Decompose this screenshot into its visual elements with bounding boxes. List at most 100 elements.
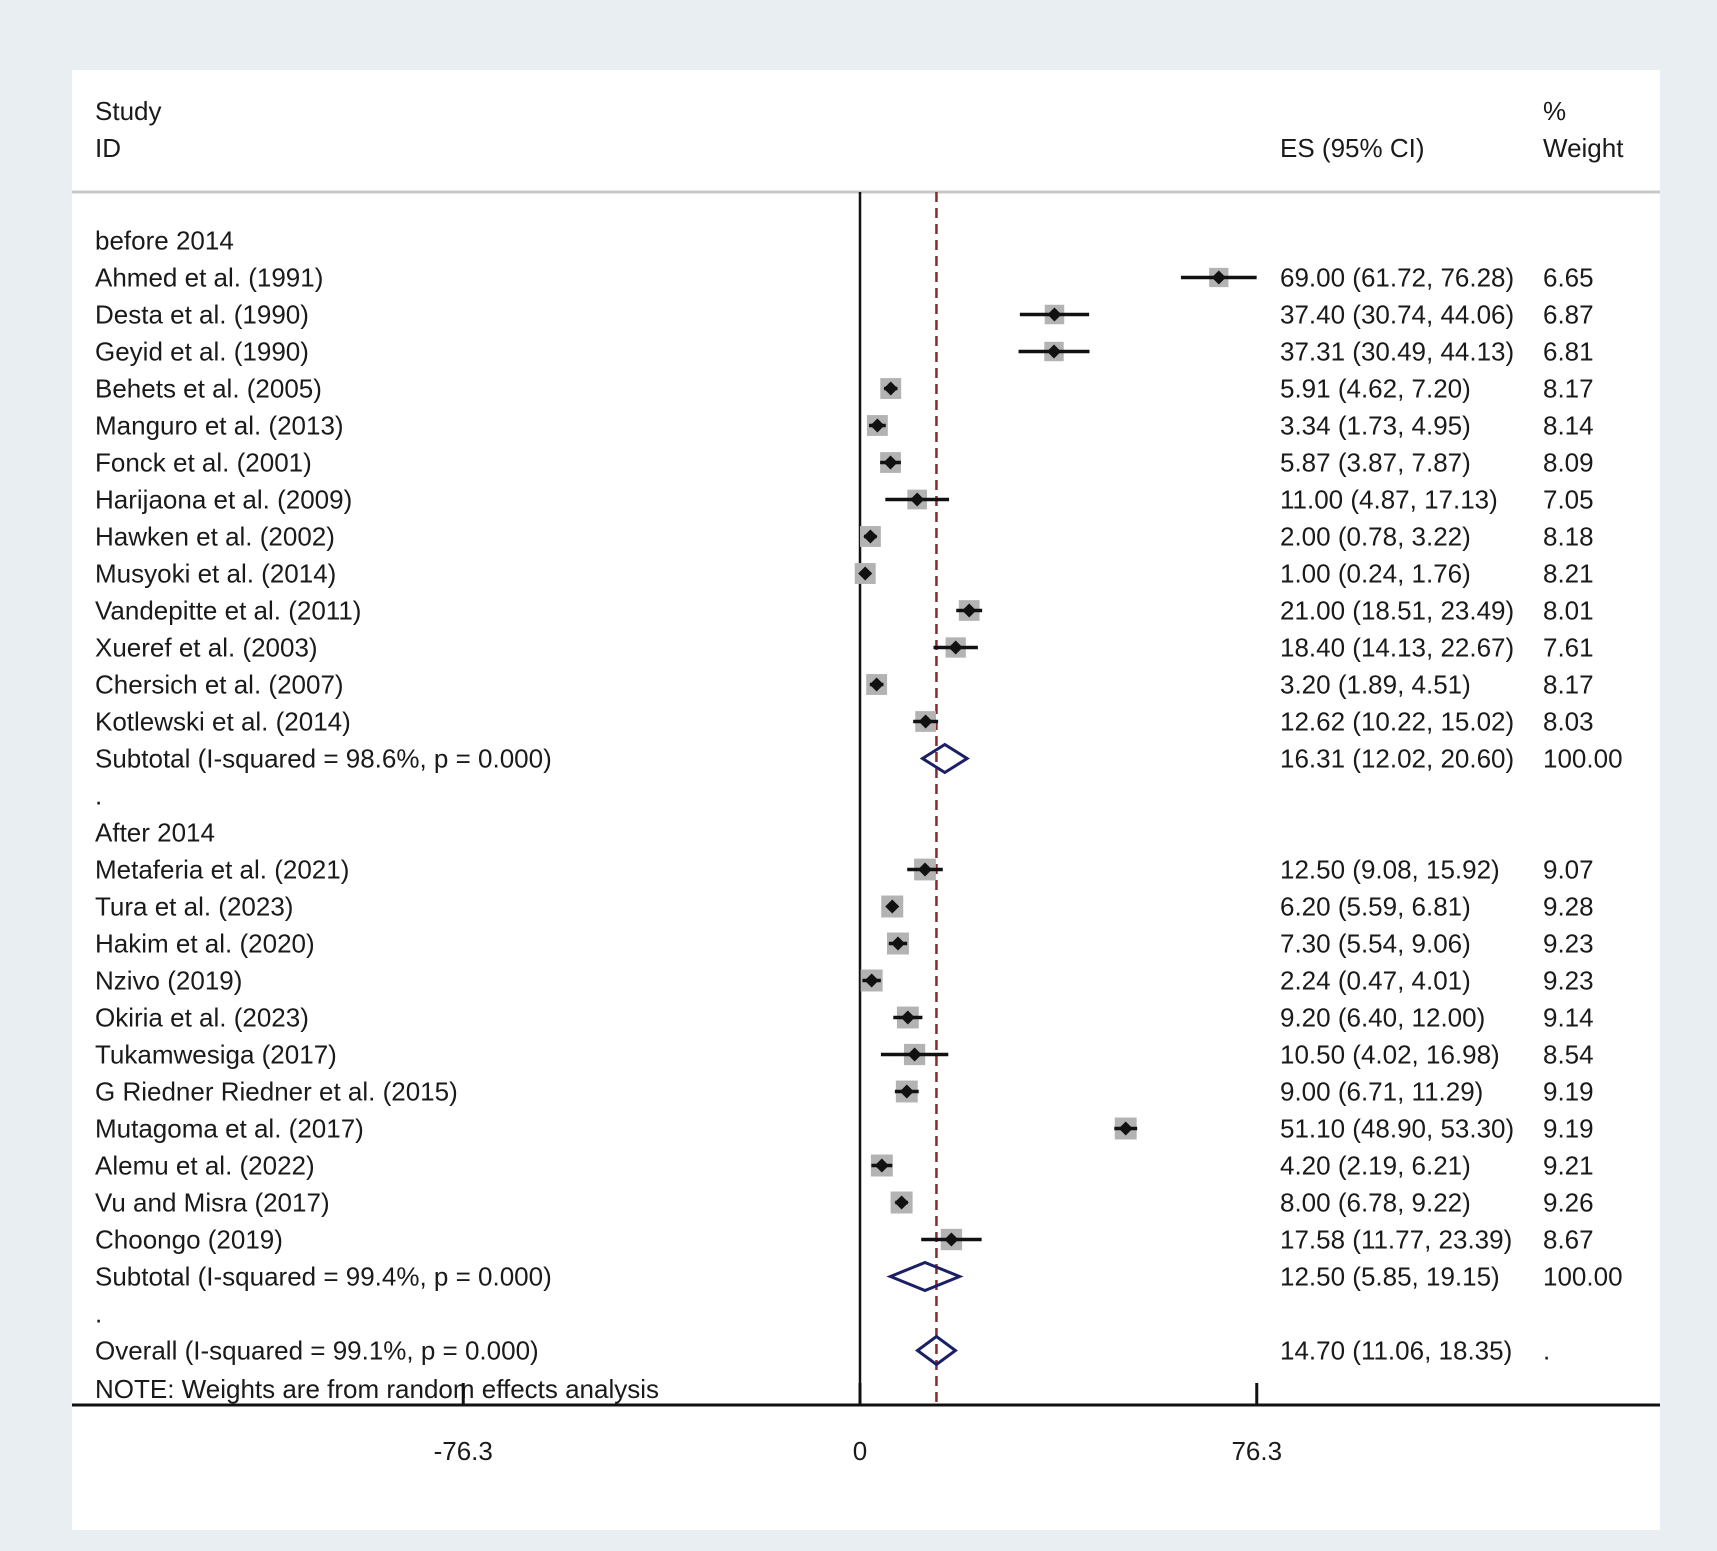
study-tukamwesiga-2017-label: Tukamwesiga (2017) [95, 1040, 337, 1070]
subtotal-28-weight-text: 100.00 [1543, 1262, 1623, 1292]
study-manguro-et-al-2013-point [870, 418, 885, 433]
study-xueref-et-al-2003-label: Xueref et al. (2003) [95, 633, 318, 663]
study-tura-et-al-2023-es-text: 6.20 (5.59, 6.81) [1280, 892, 1471, 922]
study-nzivo-2019-point [864, 973, 879, 988]
study-ahmed-et-al-1991-point [1211, 270, 1226, 285]
header-study-label: Study [95, 96, 162, 126]
study-alemu-et-al-2022-point [874, 1158, 889, 1173]
subtotal-28-label: Subtotal (I-squared = 99.4%, p = 0.000) [95, 1262, 552, 1292]
header-percent-label: % [1543, 96, 1566, 126]
study-alemu-et-al-2022-es-text: 4.20 (2.19, 6.21) [1280, 1151, 1471, 1181]
overall-30-weight-text: . [1543, 1336, 1550, 1366]
study-kotlewski-et-al-2014-label: Kotlewski et al. (2014) [95, 707, 351, 737]
study-xueref-et-al-2003-es-text: 18.40 (14.13, 22.67) [1280, 633, 1514, 663]
study-alemu-et-al-2022-label: Alemu et al. (2022) [95, 1151, 315, 1181]
study-hawken-et-al-2002-label: Hawken et al. (2002) [95, 522, 335, 552]
x-tick-label-1: 0 [853, 1436, 867, 1466]
study-behets-et-al-2005-weight-text: 8.17 [1543, 374, 1594, 404]
study-nzivo-2019-weight-text: 9.23 [1543, 966, 1594, 996]
study-mutagoma-et-al-2017-label: Mutagoma et al. (2017) [95, 1114, 364, 1144]
study-hakim-et-al-2020-label: Hakim et al. (2020) [95, 929, 315, 959]
study-fonck-et-al-2001-weight-text: 8.09 [1543, 448, 1594, 478]
subtotal-14-diamond [919, 742, 970, 775]
study-g-riedner-riedner-et-al-2015-weight-text: 9.19 [1543, 1077, 1594, 1107]
study-fonck-et-al-2001-point [883, 455, 898, 470]
study-tukamwesiga-2017-point [907, 1047, 922, 1062]
group-0-label: before 2014 [95, 226, 234, 256]
study-fonck-et-al-2001-es-text: 5.87 (3.87, 7.87) [1280, 448, 1471, 478]
study-okiria-et-al-2023-es-text: 9.20 (6.40, 12.00) [1280, 1003, 1485, 1033]
study-hawken-et-al-2002-weight-text: 8.18 [1543, 522, 1594, 552]
study-kotlewski-et-al-2014-es-text: 12.62 (10.22, 15.02) [1280, 707, 1514, 737]
study-mutagoma-et-al-2017-es-text: 51.10 (48.90, 53.30) [1280, 1114, 1514, 1144]
study-metaferia-et-al-2021-label: Metaferia et al. (2021) [95, 855, 349, 885]
study-geyid-et-al-1990-label: Geyid et al. (1990) [95, 337, 309, 367]
study-tukamwesiga-2017-weight-text: 8.54 [1543, 1040, 1594, 1070]
study-g-riedner-riedner-et-al-2015-label: G Riedner Riedner et al. (2015) [95, 1077, 458, 1107]
study-tura-et-al-2023-point [885, 899, 900, 914]
study-g-riedner-riedner-et-al-2015-es-text: 9.00 (6.71, 11.29) [1280, 1077, 1483, 1107]
study-hakim-et-al-2020-es-text: 7.30 (5.54, 9.06) [1280, 929, 1471, 959]
study-vandepitte-et-al-2011-point [962, 603, 977, 618]
study-behets-et-al-2005-es-text: 5.91 (4.62, 7.20) [1280, 374, 1471, 404]
subtotal-28-es-text: 12.50 (5.85, 19.15) [1280, 1262, 1500, 1292]
subtotal-14-es-text: 16.31 (12.02, 20.60) [1280, 744, 1514, 774]
study-xueref-et-al-2003-weight-text: 7.61 [1543, 633, 1594, 663]
study-choongo-2019-point [944, 1232, 959, 1247]
subtotal-14-weight-text: 100.00 [1543, 744, 1623, 774]
study-g-riedner-riedner-et-al-2015-point [899, 1084, 914, 1099]
study-ahmed-et-al-1991-es-text: 69.00 (61.72, 76.28) [1280, 263, 1514, 293]
subtotal-14-label: Subtotal (I-squared = 98.6%, p = 0.000) [95, 744, 552, 774]
note-text: NOTE: Weights are from random effects an… [95, 1374, 659, 1404]
study-vu-and-misra-2017-label: Vu and Misra (2017) [95, 1188, 330, 1218]
study-manguro-et-al-2013-es-text: 3.34 (1.73, 4.95) [1280, 411, 1471, 441]
study-chersich-et-al-2007-weight-text: 8.17 [1543, 670, 1594, 700]
study-musyoki-et-al-2014-label: Musyoki et al. (2014) [95, 559, 336, 589]
study-desta-et-al-1990-es-text: 37.40 (30.74, 44.06) [1280, 300, 1514, 330]
x-tick-label-0: -76.3 [434, 1436, 493, 1466]
overall-30-es-text: 14.70 (11.06, 18.35) [1280, 1336, 1512, 1366]
plot-panel [72, 70, 1660, 1530]
study-desta-et-al-1990-weight-text: 6.87 [1543, 300, 1594, 330]
spacer-29-label: . [95, 1299, 102, 1329]
study-hawken-et-al-2002-es-text: 2.00 (0.78, 3.22) [1280, 522, 1471, 552]
study-kotlewski-et-al-2014-weight-text: 8.03 [1543, 707, 1594, 737]
study-vu-and-misra-2017-point [894, 1195, 909, 1210]
study-harijaona-et-al-2009-point [910, 492, 925, 507]
spacer-15-label: . [95, 781, 102, 811]
study-okiria-et-al-2023-label: Okiria et al. (2023) [95, 1003, 309, 1033]
study-manguro-et-al-2013-label: Manguro et al. (2013) [95, 411, 344, 441]
study-harijaona-et-al-2009-label: Harijaona et al. (2009) [95, 485, 352, 515]
study-vu-and-misra-2017-weight-text: 9.26 [1543, 1188, 1594, 1218]
header-weight-label: Weight [1543, 133, 1624, 163]
study-musyoki-et-al-2014-weight-text: 8.21 [1543, 559, 1594, 589]
study-harijaona-et-al-2009-es-text: 11.00 (4.87, 17.13) [1280, 485, 1498, 515]
study-metaferia-et-al-2021-es-text: 12.50 (9.08, 15.92) [1280, 855, 1500, 885]
study-choongo-2019-weight-text: 8.67 [1543, 1225, 1594, 1255]
study-nzivo-2019-es-text: 2.24 (0.47, 4.01) [1280, 966, 1471, 996]
study-vandepitte-et-al-2011-es-text: 21.00 (18.51, 23.49) [1280, 596, 1514, 626]
study-behets-et-al-2005-label: Behets et al. (2005) [95, 374, 322, 404]
overall-30-label: Overall (I-squared = 99.1%, p = 0.000) [95, 1336, 539, 1366]
study-metaferia-et-al-2021-weight-text: 9.07 [1543, 855, 1594, 885]
study-alemu-et-al-2022-weight-text: 9.21 [1543, 1151, 1594, 1181]
study-nzivo-2019-label: Nzivo (2019) [95, 966, 242, 996]
group-16-label: After 2014 [95, 818, 215, 848]
study-xueref-et-al-2003-point [948, 640, 963, 655]
study-kotlewski-et-al-2014-point [918, 714, 933, 729]
study-choongo-2019-label: Choongo (2019) [95, 1225, 283, 1255]
study-tukamwesiga-2017-es-text: 10.50 (4.02, 16.98) [1280, 1040, 1500, 1070]
study-fonck-et-al-2001-label: Fonck et al. (2001) [95, 448, 312, 478]
study-ahmed-et-al-1991-weight-text: 6.65 [1543, 263, 1594, 293]
study-harijaona-et-al-2009-weight-text: 7.05 [1543, 485, 1594, 515]
study-desta-et-al-1990-label: Desta et al. (1990) [95, 300, 309, 330]
study-musyoki-et-al-2014-es-text: 1.00 (0.24, 1.76) [1280, 559, 1471, 589]
study-hakim-et-al-2020-weight-text: 9.23 [1543, 929, 1594, 959]
study-okiria-et-al-2023-point [900, 1010, 915, 1025]
study-hakim-et-al-2020-point [890, 936, 905, 951]
study-chersich-et-al-2007-label: Chersich et al. (2007) [95, 670, 344, 700]
study-vu-and-misra-2017-es-text: 8.00 (6.78, 9.22) [1280, 1188, 1471, 1218]
study-desta-et-al-1990-point [1047, 307, 1062, 322]
